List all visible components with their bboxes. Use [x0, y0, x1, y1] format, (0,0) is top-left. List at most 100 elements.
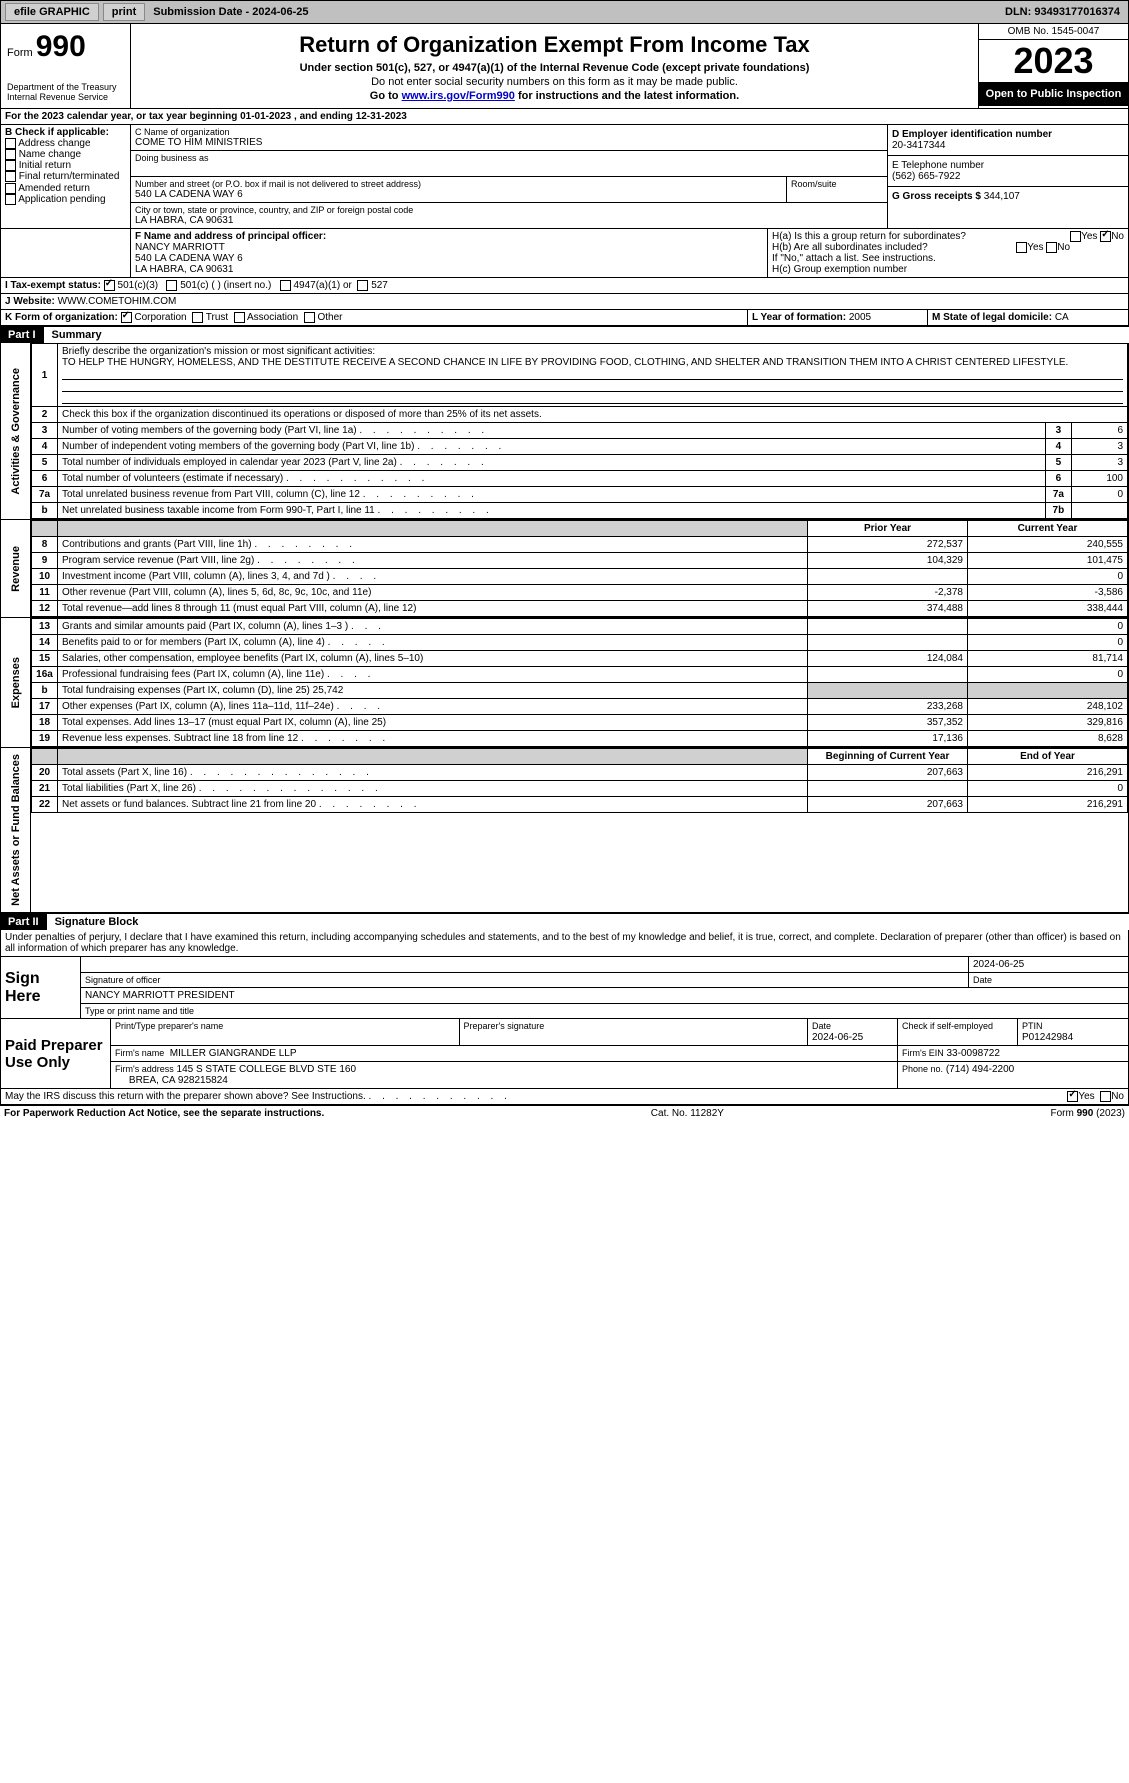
opt-application-pending: Application pending	[18, 194, 105, 205]
ha-no[interactable]	[1100, 231, 1111, 242]
chk-name-change[interactable]	[5, 149, 16, 160]
opt-501c: 501(c) ( ) (insert no.)	[180, 280, 271, 291]
irs-link[interactable]: www.irs.gov/Form990	[402, 90, 515, 102]
c18: 329,816	[968, 715, 1128, 731]
opt-amended-return: Amended return	[18, 183, 90, 194]
line16a: Professional fundraising fees (Part IX, …	[62, 669, 324, 680]
chk-4947[interactable]	[280, 280, 291, 291]
chk-initial-return[interactable]	[5, 160, 16, 171]
chk-address-change[interactable]	[5, 138, 16, 149]
p12: 374,488	[808, 601, 968, 617]
line22: Net assets or fund balances. Subtract li…	[62, 799, 316, 810]
e22: 216,291	[968, 797, 1128, 813]
form-number: 990	[36, 30, 86, 63]
line1-label: Briefly describe the organization's miss…	[62, 346, 375, 357]
line9: Program service revenue (Part VIII, line…	[62, 555, 254, 566]
c17: 248,102	[968, 699, 1128, 715]
val-5: 3	[1071, 455, 1127, 471]
opt-trust: Trust	[206, 312, 228, 323]
chk-other[interactable]	[304, 312, 315, 323]
officer-addr2: LA HABRA, CA 90631	[135, 264, 763, 275]
opt-527: 527	[371, 280, 388, 291]
type-name-label: Type or print name and title	[81, 1004, 1128, 1018]
line5-text: Total number of individuals employed in …	[62, 457, 397, 468]
hb-yes[interactable]	[1016, 242, 1027, 253]
line17: Other expenses (Part IX, column (A), lin…	[62, 701, 334, 712]
print-button[interactable]: print	[103, 3, 145, 21]
chk-527[interactable]	[357, 280, 368, 291]
c11: -3,586	[968, 585, 1128, 601]
hb-no[interactable]	[1046, 242, 1057, 253]
chk-trust[interactable]	[192, 312, 203, 323]
line4-text: Number of independent voting members of …	[62, 441, 414, 452]
form-title: Return of Organization Exempt From Incom…	[135, 32, 974, 58]
opt-name-change: Name change	[19, 149, 81, 160]
line15: Salaries, other compensation, employee b…	[58, 651, 808, 667]
c-name-label: C Name of organization	[135, 127, 883, 137]
top-toolbar: efile GRAPHIC print Submission Date - 20…	[0, 0, 1129, 24]
val-3: 6	[1071, 423, 1127, 439]
p10	[808, 569, 968, 585]
hb-label: H(b) Are all subordinates included?	[772, 242, 928, 253]
line14: Benefits paid to or for members (Part IX…	[62, 637, 325, 648]
prep-sig-label: Preparer's signature	[460, 1019, 809, 1045]
side-revenue: Revenue	[8, 540, 24, 598]
line16b: Total fundraising expenses (Part IX, col…	[58, 683, 808, 699]
opt-other: Other	[317, 312, 342, 323]
chk-application-pending[interactable]	[5, 194, 16, 205]
goto-pre: Go to	[370, 90, 402, 102]
p8: 272,537	[808, 537, 968, 553]
paid-preparer-label: Paid Preparer Use Only	[1, 1019, 111, 1088]
line3-text: Number of voting members of the governin…	[62, 425, 357, 436]
c14: 0	[968, 635, 1128, 651]
c9: 101,475	[968, 553, 1128, 569]
sig-officer-label: Signature of officer	[81, 973, 968, 987]
yes-text: Yes	[1081, 231, 1097, 242]
submission-date: Submission Date - 2024-06-25	[149, 6, 312, 18]
ha-yes[interactable]	[1070, 231, 1081, 242]
hdr-curr: Current Year	[968, 521, 1128, 537]
p15: 124,084	[808, 651, 968, 667]
opt-initial-return: Initial return	[19, 160, 71, 171]
part2-title: Signature Block	[47, 914, 147, 930]
opt-501c3: 501(c)(3)	[118, 280, 159, 291]
form-subtitle-2: Do not enter social security numbers on …	[135, 76, 974, 88]
line11: Other revenue (Part VIII, column (A), li…	[58, 585, 808, 601]
chk-corp[interactable]	[121, 312, 132, 323]
l-value: 2005	[849, 312, 871, 323]
hdr-begin: Beginning of Current Year	[808, 749, 968, 765]
tax-year: 2023	[979, 40, 1128, 82]
officer-name-title: NANCY MARRIOTT PRESIDENT	[81, 988, 1128, 1004]
footer-cat: Cat. No. 11282Y	[651, 1108, 724, 1119]
discuss-yes[interactable]	[1067, 1091, 1078, 1102]
chk-501c3[interactable]	[104, 280, 115, 291]
chk-assoc[interactable]	[234, 312, 245, 323]
discuss-no[interactable]	[1100, 1091, 1111, 1102]
footer-form: Form 990 (2023)	[1051, 1108, 1126, 1119]
p14	[808, 635, 968, 651]
c13: 0	[968, 619, 1128, 635]
no-text2: No	[1057, 242, 1070, 253]
p13	[808, 619, 968, 635]
firm-ein-label: Firm's EIN	[902, 1048, 944, 1058]
dept-treasury: Department of the Treasury	[7, 82, 124, 92]
prep-name-label: Print/Type preparer's name	[111, 1019, 460, 1045]
website-value: WWW.COMETOHIM.COM	[58, 296, 177, 307]
firm-name-label: Firm's name	[115, 1048, 164, 1058]
opt-final-return: Final return/terminated	[19, 172, 120, 183]
efile-button[interactable]: efile GRAPHIC	[5, 3, 99, 21]
f-officer-label: F Name and address of principal officer:	[135, 231, 763, 242]
chk-amended-return[interactable]	[5, 183, 16, 194]
l-label: L Year of formation:	[752, 312, 846, 323]
c12: 338,444	[968, 601, 1128, 617]
val-7b	[1071, 503, 1127, 519]
chk-501c[interactable]	[166, 280, 177, 291]
goto-post: for instructions and the latest informat…	[518, 90, 739, 102]
part1-tag: Part I	[0, 327, 44, 343]
chk-final-return[interactable]	[5, 171, 16, 182]
ein-value: 20-3417344	[892, 140, 1124, 151]
ptin-label: PTIN	[1022, 1021, 1043, 1031]
part2-tag: Part II	[0, 914, 47, 930]
d-ein-label: D Employer identification number	[892, 129, 1124, 140]
date-label2: Date	[812, 1021, 831, 1031]
